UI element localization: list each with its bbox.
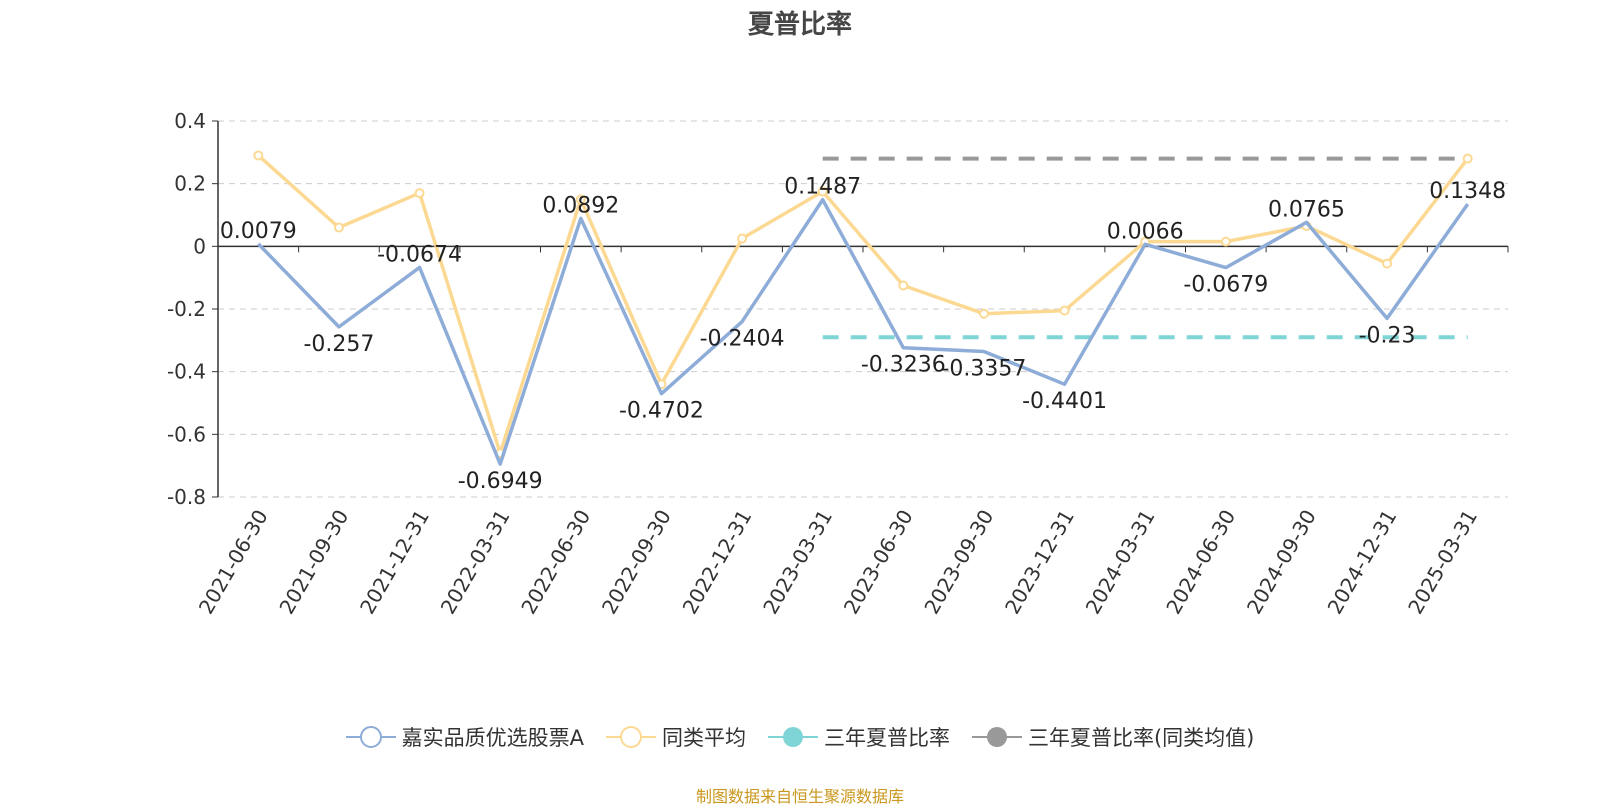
grid-layer [218, 120, 1508, 498]
peer-average-point [1059, 305, 1070, 316]
x-tick-label: 2023-09-30 [919, 506, 998, 619]
x-tick-label: 2022-06-30 [516, 506, 595, 619]
peer-average-point [898, 280, 909, 291]
fund-data-label: -0.6949 [458, 469, 543, 494]
fund-data-label: 0.0066 [1107, 219, 1184, 244]
legend: 嘉实品质优选股票A 同类平均 三年夏普比率 三年夏普比率(同类均值) [0, 722, 1600, 752]
source-footer: 制图数据来自恒生聚源数据库 [695, 787, 904, 806]
chart-title: 夏普比率 [747, 10, 852, 40]
fund-data-label: -0.3236 [861, 353, 946, 378]
line-layer [253, 150, 1473, 466]
peer-average-point [817, 186, 828, 197]
legend-item-three-year-sharpe-peer[interactable]: 三年夏普比率(同类均值) [971, 722, 1255, 752]
legend-label-three-year-sharpe: 三年夏普比率 [823, 726, 950, 750]
x-tick-label: 2024-09-30 [1242, 506, 1321, 619]
peer-average-point [1382, 258, 1393, 269]
y-tick-label: 0.2 [174, 172, 206, 196]
y-tick-label: 0.4 [174, 109, 206, 133]
x-tick-label: 2022-12-31 [677, 506, 756, 619]
x-tick-label: 2023-12-31 [1000, 506, 1079, 619]
fund-data-label: -0.3357 [941, 357, 1026, 382]
x-tick-label: 2023-06-30 [839, 506, 918, 619]
data-label-layer: 0.0079 -0.257 -0.0674 -0.6949 0.0892 -0.4702 -… [220, 175, 1506, 494]
fund-data-label: -0.257 [303, 332, 374, 357]
y-tick-label: -0.2 [167, 297, 206, 321]
legend-three-year-sharpe-icon [767, 727, 818, 747]
x-tick-label: 2024-03-31 [1081, 506, 1160, 619]
legend-label-three-year-sharpe-peer: 三年夏普比率(同类均值) [1027, 726, 1255, 750]
legend-item-peer-average[interactable]: 同类平均 [605, 722, 746, 752]
peer-average-point [1462, 153, 1473, 164]
legend-three-year-sharpe-peer-icon [971, 727, 1022, 747]
legend-peer-average-icon [605, 726, 656, 748]
peer-average-point [1220, 236, 1231, 247]
fund-data-label: -0.4702 [619, 399, 704, 424]
fund-series-line [257, 197, 1470, 466]
x-tick-label: 2021-12-31 [355, 506, 434, 619]
legend-item-fund[interactable]: 嘉实品质优选股票A [345, 722, 584, 752]
peer-average-series-line [257, 154, 1470, 455]
fund-data-label: 0.1348 [1429, 179, 1506, 204]
x-tick-label: 2022-03-31 [436, 506, 515, 619]
peer-average-point [253, 150, 264, 161]
fund-data-label: 0.1487 [784, 175, 861, 200]
fund-data-label: 0.0892 [542, 193, 619, 218]
peer-average-point [978, 308, 989, 319]
fund-data-label: -0.4401 [1022, 389, 1107, 414]
y-tick-label: 0 [193, 234, 206, 258]
legend-label-fund: 嘉实品质优选股票A [401, 726, 584, 750]
fund-data-label: 0.0765 [1268, 197, 1345, 222]
fund-data-label: -0.2404 [700, 327, 785, 352]
x-tick-label: 2025-03-31 [1403, 506, 1482, 619]
peer-average-point [333, 222, 344, 233]
peer-average-point [575, 194, 586, 205]
y-tick-label: -0.4 [167, 360, 206, 384]
legend-item-three-year-sharpe[interactable]: 三年夏普比率 [767, 722, 950, 752]
x-tick-label: 2024-12-31 [1322, 506, 1401, 619]
legend-label-peer-average: 同类平均 [661, 726, 746, 750]
y-tick-label: -0.8 [167, 485, 206, 509]
fund-data-label: -0.0674 [377, 242, 462, 267]
legend-fund-icon [345, 726, 396, 748]
x-tick-label: 2023-03-31 [758, 506, 837, 619]
y-tick-label: -0.6 [167, 422, 206, 446]
peer-average-point [737, 233, 748, 244]
x-tick-label: 2022-09-30 [597, 506, 676, 619]
fund-data-label: 0.0079 [220, 219, 297, 244]
x-tick-label: 2024-06-30 [1161, 506, 1240, 619]
peer-average-point [414, 188, 425, 199]
fund-data-label: -0.23 [1359, 323, 1416, 348]
fund-data-label: -0.0679 [1183, 273, 1268, 298]
x-tick-label: 2021-06-30 [194, 506, 273, 619]
x-tick-label: 2021-09-30 [274, 506, 353, 619]
